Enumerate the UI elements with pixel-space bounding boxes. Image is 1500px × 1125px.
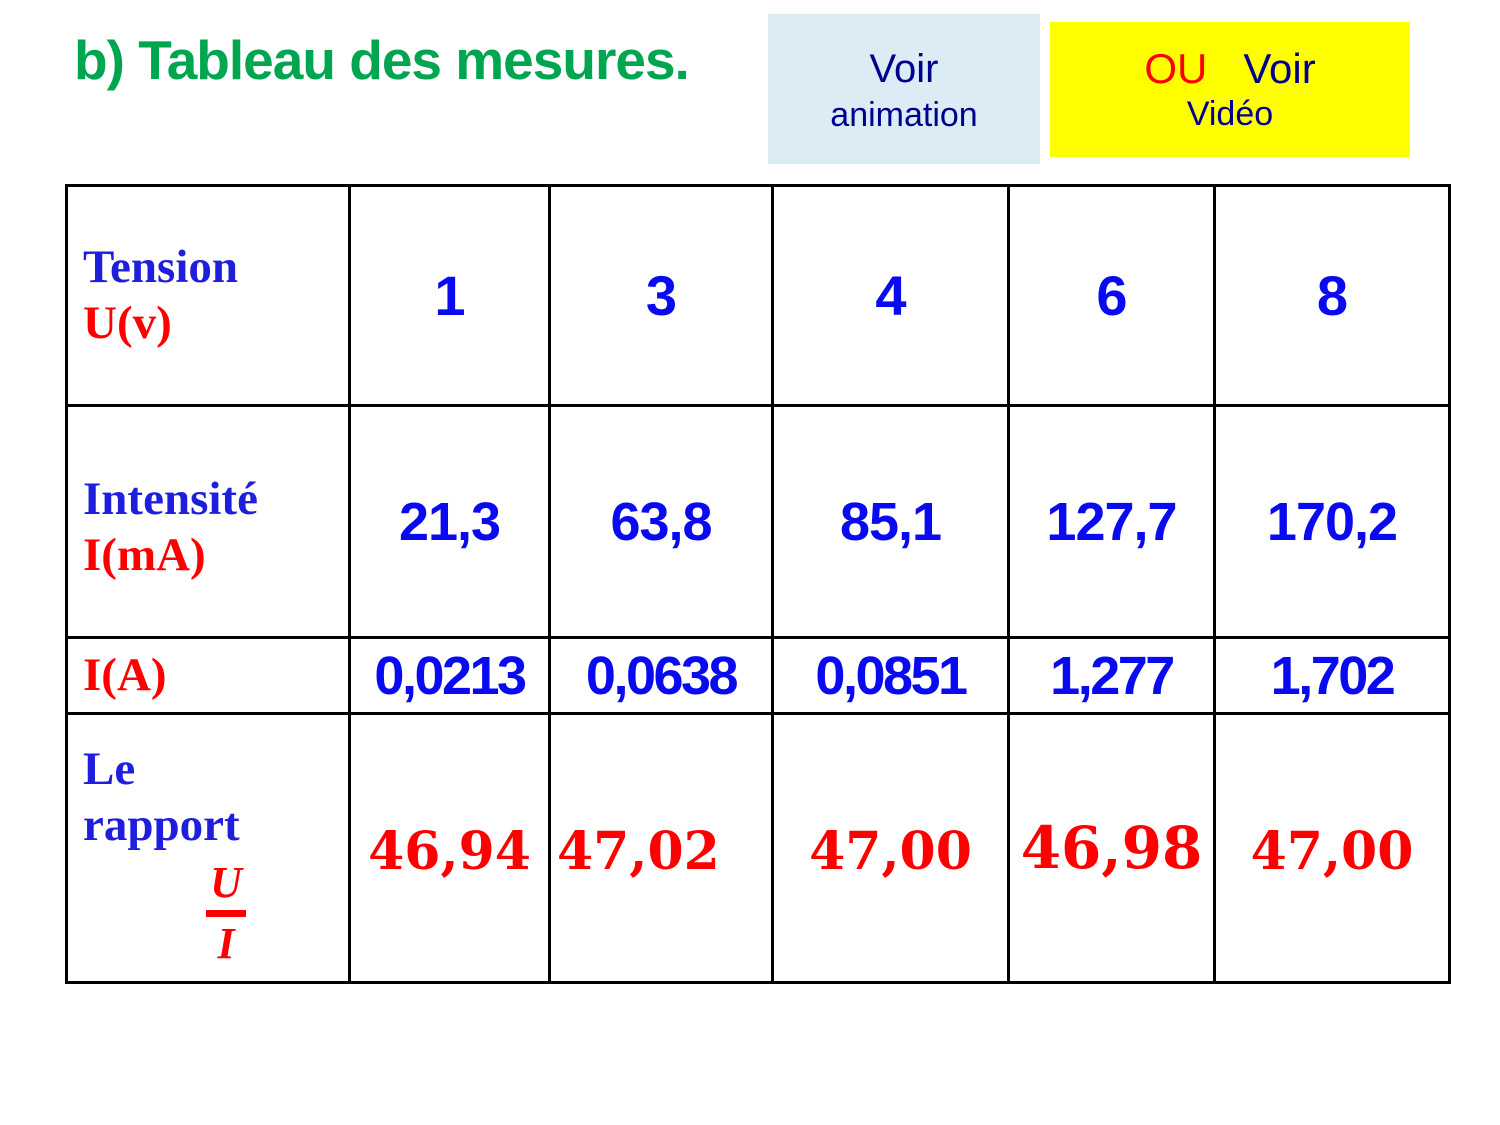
voir-label: Voir xyxy=(1243,44,1316,92)
cell-intensite-a-v5: 1,702 xyxy=(1213,636,1451,715)
fraction-bar xyxy=(206,909,246,917)
cell-intensite-a-label: I(A) xyxy=(65,636,351,715)
u-over-i-fraction: U I xyxy=(203,857,249,968)
row-rapport: Le rapport U I 46,94 47,02 47,00 46,98 4… xyxy=(65,712,1451,984)
cell-intensite-ma-v1: 21,3 xyxy=(348,404,551,639)
cell-rapport-v4: 46,98 xyxy=(1007,712,1216,984)
see-animation-label-line2: animation xyxy=(830,95,978,134)
cell-tension-v5: 8 xyxy=(1213,184,1451,407)
see-video-button[interactable]: OU Voir Vidéo xyxy=(1050,22,1410,157)
rapport-name-line2: rapport xyxy=(83,798,240,851)
cell-rapport-label: Le rapport U I xyxy=(65,712,351,984)
ou-label: OU xyxy=(1144,44,1208,92)
cell-intensite-a-v3: 0,0851 xyxy=(771,636,1010,715)
page-title: b) Tableau des mesures. xyxy=(74,29,690,91)
fraction-numerator: U xyxy=(210,857,242,907)
cell-tension-v2: 3 xyxy=(548,184,774,407)
cell-intensite-ma-v2: 63,8 xyxy=(548,404,774,639)
cell-intensite-ma-v3: 85,1 xyxy=(771,404,1010,639)
measurement-table: Tension U(v) 1 3 4 6 8 Intensité I(mA) 2… xyxy=(65,184,1451,984)
row-intensite-ma: Intensité I(mA) 21,3 63,8 85,1 127,7 170… xyxy=(65,404,1451,639)
intensite-name: Intensité xyxy=(83,473,258,526)
see-animation-label-line1: Voir xyxy=(869,46,939,91)
tension-name: Tension xyxy=(83,241,239,294)
cell-tension-v3: 4 xyxy=(771,184,1010,407)
rapport-name-line1: Le xyxy=(83,743,136,796)
cell-intensite-ma-label: Intensité I(mA) xyxy=(65,404,351,639)
fraction-denominator: I xyxy=(217,918,235,968)
see-animation-button[interactable]: Voir animation xyxy=(768,14,1040,164)
see-video-label-line2: Vidéo xyxy=(1186,95,1274,134)
cell-intensite-a-v4: 1,277 xyxy=(1007,636,1216,715)
cell-tension-v4: 6 xyxy=(1007,184,1216,407)
cell-rapport-v3: 47,00 xyxy=(771,712,1010,984)
row-intensite-a: I(A) 0,0213 0,0638 0,0851 1,277 1,702 xyxy=(65,636,1451,715)
cell-rapport-v2: 47,02 xyxy=(548,712,774,984)
cell-intensite-a-v2: 0,0638 xyxy=(548,636,774,715)
cell-tension-v1: 1 xyxy=(348,184,551,407)
row-tension: Tension U(v) 1 3 4 6 8 xyxy=(65,184,1451,407)
tension-unit: U(v) xyxy=(83,296,172,349)
cell-intensite-ma-v5: 170,2 xyxy=(1213,404,1451,639)
cell-intensite-ma-v4: 127,7 xyxy=(1007,404,1216,639)
cell-rapport-v1: 46,94 xyxy=(348,712,551,984)
intensite-unit: I(mA) xyxy=(83,528,206,581)
intensite-a-unit: I(A) xyxy=(83,648,167,701)
cell-rapport-v5: 47,00 xyxy=(1213,712,1451,984)
see-video-label-line1: OU Voir xyxy=(1144,44,1315,94)
cell-intensite-a-v1: 0,0213 xyxy=(348,636,551,715)
cell-tension-label: Tension U(v) xyxy=(65,184,351,407)
